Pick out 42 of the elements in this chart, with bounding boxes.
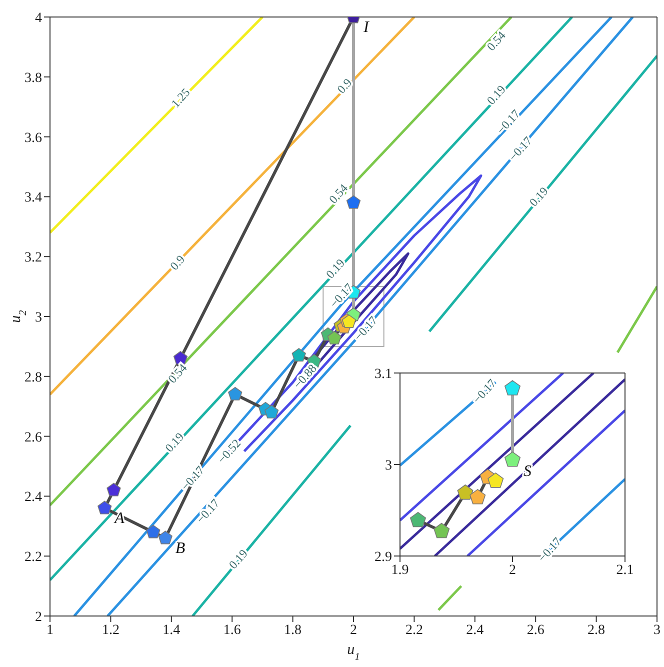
y-tick-label: 2.4 bbox=[24, 490, 42, 506]
x-tick-label: 1.8 bbox=[284, 622, 302, 638]
x-tick-label: 2.1 bbox=[616, 562, 634, 578]
annotation: 0.9 bbox=[167, 252, 188, 273]
annotation: 0.19 bbox=[226, 546, 250, 572]
y-tick-label: 3.8 bbox=[24, 70, 42, 86]
x-tick-label: 1.9 bbox=[391, 562, 409, 578]
x-tick-label: 1 bbox=[46, 622, 54, 638]
y-tick-label: 3 bbox=[385, 458, 392, 474]
y-tick-label: 2.8 bbox=[24, 370, 42, 386]
data-label: B bbox=[175, 540, 186, 558]
y-tick-label: 3 bbox=[35, 310, 42, 326]
y-tick-label: 2.9 bbox=[374, 550, 392, 565]
x-axis-title: u$_{1}$ bbox=[347, 642, 360, 662]
x-tick-label: 2.2 bbox=[405, 622, 423, 638]
x-tick-label: 2 bbox=[350, 622, 357, 638]
data-label: I bbox=[362, 19, 370, 36]
annotation: 0.19 bbox=[484, 82, 508, 108]
x-tick-label: 2.8 bbox=[588, 622, 606, 638]
x-tick-label: 2.6 bbox=[526, 622, 544, 638]
x-tick-label: 2 bbox=[509, 562, 516, 578]
x-tick-label: 1.6 bbox=[223, 622, 241, 638]
y-tick-label: 3.2 bbox=[24, 250, 42, 266]
x-tick-label: 3 bbox=[654, 622, 660, 638]
annotation: 0.9 bbox=[334, 76, 355, 96]
y-tick-label: 4 bbox=[35, 10, 42, 26]
y-tick-label: 3.6 bbox=[24, 130, 42, 146]
x-tick-label: 2.4 bbox=[466, 622, 484, 638]
y-tick-label: 3.4 bbox=[24, 190, 42, 206]
annotation: 0.19 bbox=[162, 430, 187, 455]
x-tick-label: 1.2 bbox=[102, 622, 120, 638]
x-tick-label: 1.4 bbox=[162, 622, 180, 638]
y-tick-label: 2.2 bbox=[24, 550, 42, 566]
annotation: 0.54 bbox=[484, 28, 508, 54]
annotation: 0.19 bbox=[323, 256, 348, 282]
annotation: 1.25 bbox=[168, 85, 193, 110]
annotation: 0.54 bbox=[165, 360, 190, 386]
annotation: 0.19 bbox=[526, 184, 551, 210]
y-tick-label: 2 bbox=[35, 610, 42, 625]
annotation: 0.54 bbox=[326, 181, 351, 206]
y-tick-label: 3.1 bbox=[374, 366, 392, 382]
y-tick-label: 2.6 bbox=[24, 430, 42, 446]
